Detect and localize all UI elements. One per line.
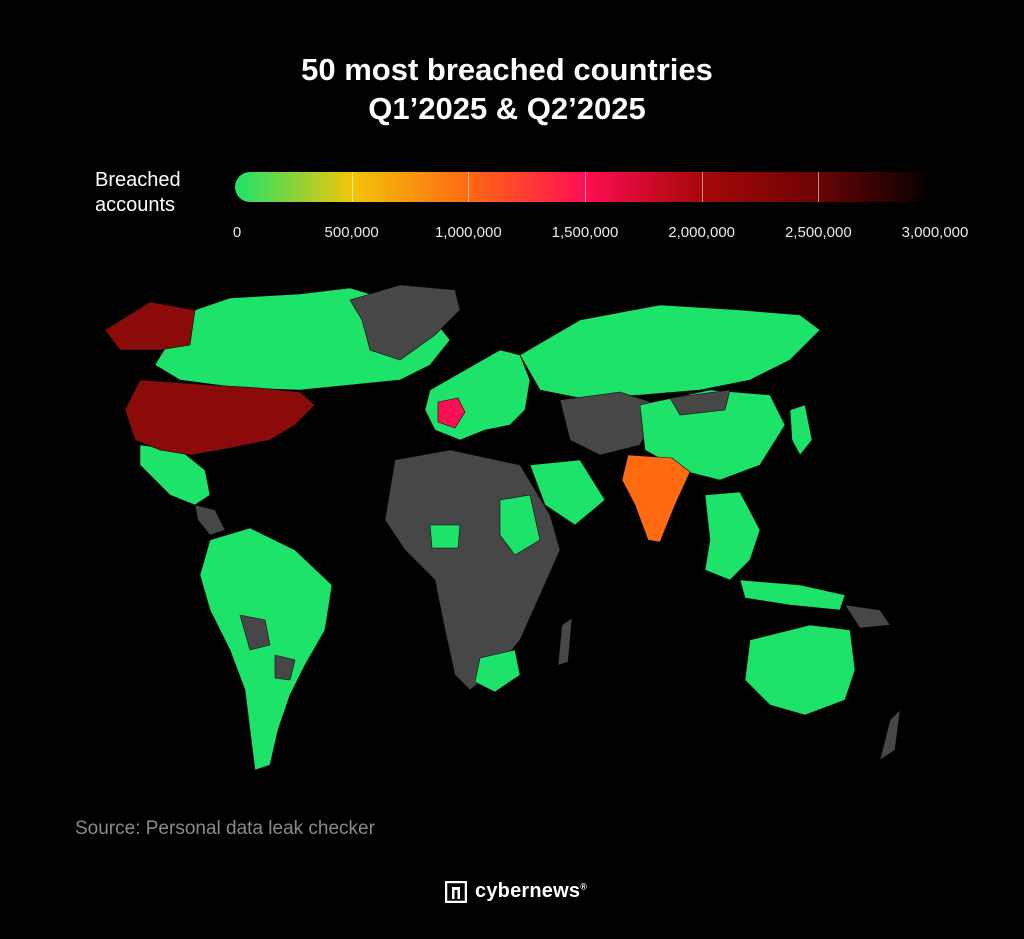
source-note: Source: Personal data leak checker <box>75 818 375 839</box>
legend-tick-label: 1,000,000 <box>434 224 502 241</box>
brand-name: cybernews® <box>475 880 588 902</box>
region-new-zealand <box>879 709 901 761</box>
region-madagascar <box>557 617 573 666</box>
legend-tick-label: 500,000 <box>324 224 379 241</box>
region-south-africa <box>474 649 521 693</box>
legend-tick-line <box>585 172 586 202</box>
legend-label-line-2: accounts <box>95 194 176 216</box>
legend-label-line-1: Breached <box>95 169 181 191</box>
region-paraguay <box>274 654 296 681</box>
legend-tick-line <box>701 172 703 202</box>
brand-logo[interactable]: cybernews® <box>445 880 587 903</box>
region-africa <box>384 449 561 691</box>
region-arabia <box>529 459 606 526</box>
title-line-2: Q1’2025 & Q2’2025 <box>368 91 646 126</box>
title-line-1: 50 most breached countries <box>301 52 713 87</box>
legend-tick-label: 1,500,000 <box>551 224 619 241</box>
legend-tick-line <box>351 172 353 202</box>
region-france <box>437 397 466 429</box>
legend-tick-label: 2,000,000 <box>668 224 736 241</box>
legend-tick-line <box>468 172 470 202</box>
chart-title: 50 most breached countries Q1’2025 & Q2’… <box>0 50 1014 128</box>
legend-tick-label: 0 <box>232 224 242 241</box>
region-egypt-sudan <box>499 494 541 556</box>
region-mongolia <box>669 389 731 416</box>
region-europe <box>424 349 531 441</box>
region-united-states <box>124 379 316 456</box>
region-bolivia <box>239 614 271 651</box>
region-greenland <box>349 284 461 361</box>
region-indonesia <box>739 579 846 611</box>
legend-tick-label: 2,500,000 <box>784 224 852 241</box>
world-map <box>104 284 901 771</box>
region-south-america <box>199 527 333 771</box>
region-india <box>621 454 691 543</box>
region-australia <box>744 624 856 716</box>
region-central-america <box>194 504 226 536</box>
region-central-asia <box>559 391 661 456</box>
region-alaska <box>104 301 196 351</box>
region-nigeria <box>429 524 461 549</box>
legend-label: Breached accounts <box>95 168 181 218</box>
region-mexico <box>139 444 211 506</box>
region-russia <box>519 304 821 399</box>
legend-tick-line <box>818 172 820 202</box>
region-papua <box>844 604 891 629</box>
region-japan <box>789 404 813 456</box>
cybernews-logo-icon <box>445 880 467 903</box>
region-southeast-asia <box>704 491 761 581</box>
legend-tick-label: 3,000,000 <box>901 224 969 241</box>
